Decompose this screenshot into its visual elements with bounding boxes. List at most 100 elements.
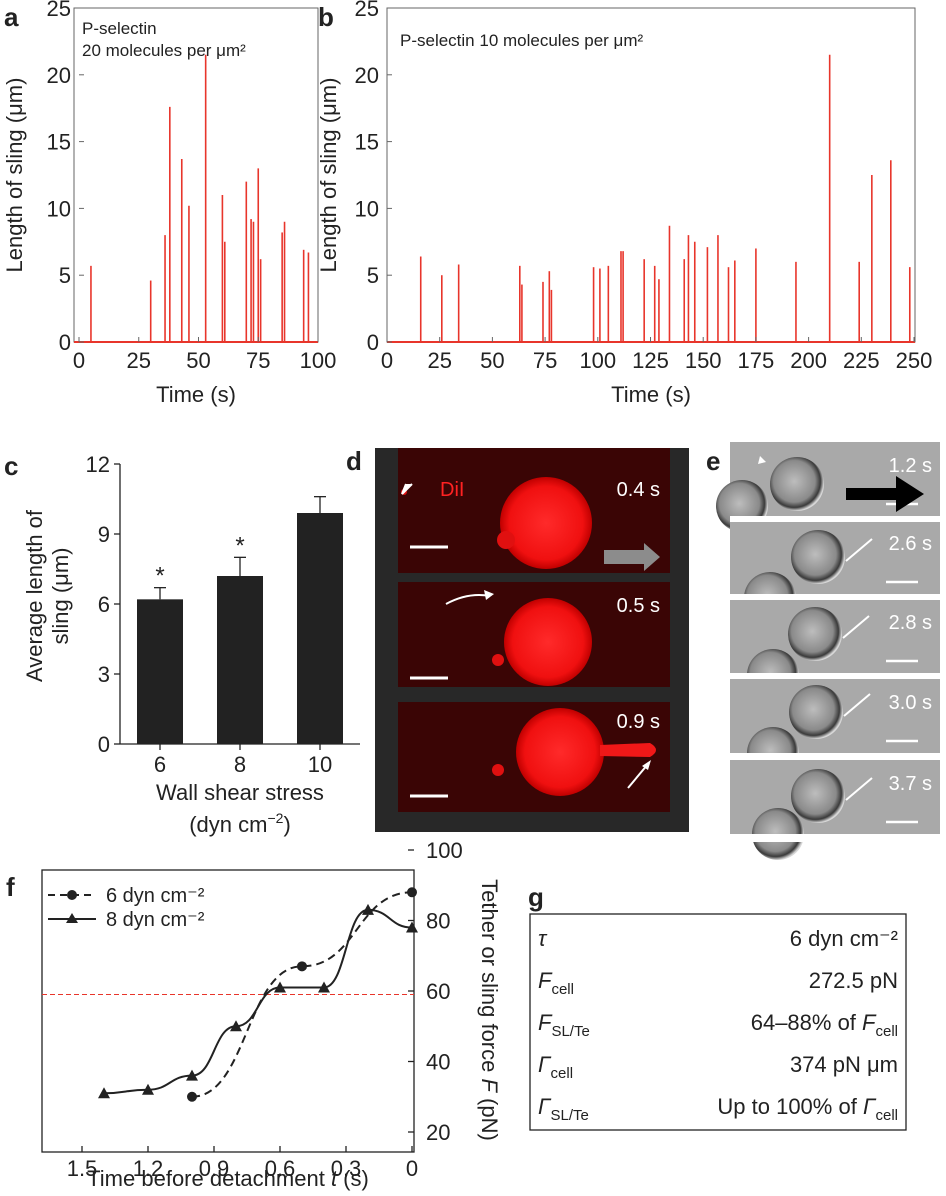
panel-c-xtick-label-6: 6 xyxy=(154,752,166,777)
panel-f-series-0-point-2 xyxy=(407,887,417,898)
panel-f-x-ticks: 1.5 1.2 0.9 0.6 0.3 0 xyxy=(67,1146,418,1181)
panel-b-letter: b xyxy=(318,2,334,32)
panel-e-separator-4 xyxy=(730,753,940,759)
legend-6dyn-marker xyxy=(67,890,77,900)
panel-a-annotation-line1: P-selectin xyxy=(82,19,157,38)
panel-g-row-2-value-sub: cell xyxy=(875,1023,898,1040)
panel-a-ytick-label-5: 5 xyxy=(59,263,71,288)
panel-d-dye-label: DiI xyxy=(440,479,464,501)
panel-e-frame-1-cell xyxy=(770,457,824,511)
panel-d-frame-2-bleb xyxy=(492,654,504,666)
panel-d-time-3: 0.9 s xyxy=(617,711,660,733)
panel-a-annotation-line2: 20 molecules per μm² xyxy=(82,41,246,60)
panel-c-significance-8: * xyxy=(235,532,244,559)
panel-b-y-label: Length of sling (μm) xyxy=(316,78,341,273)
panel-d-frame-2-cell xyxy=(504,598,592,686)
panel-b-xtick-label-0: 0 xyxy=(381,348,393,373)
panel-a-xtick-label-0: 0 xyxy=(73,348,85,373)
panel-f-series-1-point-2 xyxy=(186,1069,198,1081)
panel-a-ytick-label-0: 0 xyxy=(59,330,71,355)
panel-c-y-ticks: 0 3 6 9 12 xyxy=(86,452,120,757)
panel-f-y-label: Tether or sling force F (pN) xyxy=(477,879,502,1141)
panel-e-time-1: 1.2 s xyxy=(889,455,932,477)
panel-d-frame-1: DiI 0.4 s xyxy=(398,448,670,573)
panel-b-xtick-label-50: 50 xyxy=(480,348,504,373)
panel-g-row-4-value-symbol: Γ xyxy=(863,1094,877,1119)
panel-f-series-1-point-6 xyxy=(362,903,374,915)
panel-g-row-0-symbol: τ xyxy=(538,926,548,951)
panel-a-ytick-label-25: 25 xyxy=(47,0,71,21)
panel-f-xtick-label-1.5: 1.5 xyxy=(67,1156,98,1181)
panel-g-row-1-symbol: Fcell xyxy=(538,968,574,998)
panel-e-frame-3: 2.8 s xyxy=(730,599,940,701)
panel-e-frame-5-arrow-icon xyxy=(845,777,873,801)
panel-b-ytick-label-0: 0 xyxy=(367,330,379,355)
panel-b-bars xyxy=(419,54,911,342)
panel-g-row-1-symbol-sub: cell xyxy=(551,981,574,998)
panel-f-letter: f xyxy=(6,872,15,902)
panel-e-frames: 1.2 s 2.6 s 2.8 s 3.0 s 3.7 s xyxy=(716,442,940,860)
panel-c-y-label-line2: sling (μm) xyxy=(48,547,73,644)
panel-e-time-4: 3.0 s xyxy=(889,692,932,714)
panel-e-time-2: 2.6 s xyxy=(889,533,932,555)
panel-g-row-3-symbol-sub: cell xyxy=(551,1065,574,1082)
panel-e-frame-3-arrow-icon xyxy=(842,615,870,639)
panel-a-letter: a xyxy=(4,2,19,32)
panel-b-annotation: P-selectin 10 molecules per μm² xyxy=(400,31,644,50)
panel-d-time-2: 0.5 s xyxy=(617,595,660,617)
panel-d-frame-3-cell xyxy=(516,708,604,796)
panel-b-ytick-label-25: 25 xyxy=(355,0,379,21)
panel-c-xtick-label-10: 10 xyxy=(308,752,332,777)
panel-b-xtick-label-250: 250 xyxy=(896,348,933,373)
panel-b-ytick-label-15: 15 xyxy=(355,130,379,155)
panel-g-row-4-value-sub: cell xyxy=(875,1107,898,1124)
panel-d-time-1: 0.4 s xyxy=(617,479,660,501)
panel-a-xtick-label-50: 50 xyxy=(186,348,210,373)
panel-a-ytick-label-10: 10 xyxy=(47,196,71,221)
panel-e-frame-3-cell xyxy=(788,607,842,661)
panel-f-ytick-label-20: 20 xyxy=(426,1120,450,1145)
panel-e-letter: e xyxy=(706,446,720,476)
panel-c-ytick-label-12: 12 xyxy=(86,452,110,477)
panel-a-ytick-label-20: 20 xyxy=(47,63,71,88)
panel-a-y-label: Length of sling (μm) xyxy=(2,78,27,273)
panel-b-xtick-label-175: 175 xyxy=(738,348,775,373)
panel-f-xtick-label-0.9: 0.9 xyxy=(199,1156,230,1181)
panel-a-y-ticks: 0 5 10 15 20 25 xyxy=(47,0,84,355)
panel-b-x-ticks: 0 25 50 75 100 125 150 175 200 225 250 xyxy=(381,337,932,373)
panel-d-frame-1-cell xyxy=(500,477,592,569)
panel-d-frame-3-arrow-icon xyxy=(627,763,649,789)
panel-f-series-line-1 xyxy=(103,908,413,1095)
legend-8dyn-text: 8 dyn cm⁻² xyxy=(106,909,205,931)
panel-f-series-1-point-7 xyxy=(406,921,418,933)
panel-g-row-1-value: 272.5 pN xyxy=(809,968,898,993)
panel-c-ytick-label-6: 6 xyxy=(98,592,110,617)
panel-g-table-frame xyxy=(529,913,907,1131)
panel-c-bar-8 xyxy=(217,576,263,744)
panel-b-xtick-label-150: 150 xyxy=(685,348,722,373)
panel-f-series xyxy=(98,887,418,1102)
panel-f-xtick-label-0.6: 0.6 xyxy=(265,1156,296,1181)
panel-b-xtick-label-200: 200 xyxy=(790,348,827,373)
panel-f-ytick-label-40: 40 xyxy=(426,1050,450,1075)
panel-b: b P-selectin 10 molecules per μm² 0 5 10 15… xyxy=(316,0,932,407)
panel-e-frame-4-cell xyxy=(789,685,843,739)
panel-f-series-1-point-4 xyxy=(274,981,286,993)
panel-d-frame-3-bleb xyxy=(492,764,504,776)
panel-f-x-label: Time before detachment t (s) xyxy=(87,1166,369,1191)
panel-f-series-1-point-0 xyxy=(98,1087,110,1099)
panel-f: f 20 40 60 80 100 1.5 1.2 0.9 0.6 0.3 0 6 dyn cm⁻… xyxy=(6,838,502,1191)
panel-b-ytick-label-5: 5 xyxy=(367,263,379,288)
panel-f-y-ticks: 20 40 60 80 100 xyxy=(408,838,463,1145)
panel-e-frame-2-arrow-icon xyxy=(845,538,873,562)
panel-f-xtick-label-1.2: 1.2 xyxy=(133,1156,164,1181)
panel-g-row-2-value-symbol: F xyxy=(862,1010,877,1035)
panel-a-xtick-label-75: 75 xyxy=(246,348,270,373)
panel-d-frame-1-pointer-icon xyxy=(401,483,413,495)
panel-d-frame-3-sling xyxy=(600,743,656,757)
panel-e-separator-1 xyxy=(730,516,940,522)
panel-b-xtick-label-25: 25 xyxy=(427,348,451,373)
